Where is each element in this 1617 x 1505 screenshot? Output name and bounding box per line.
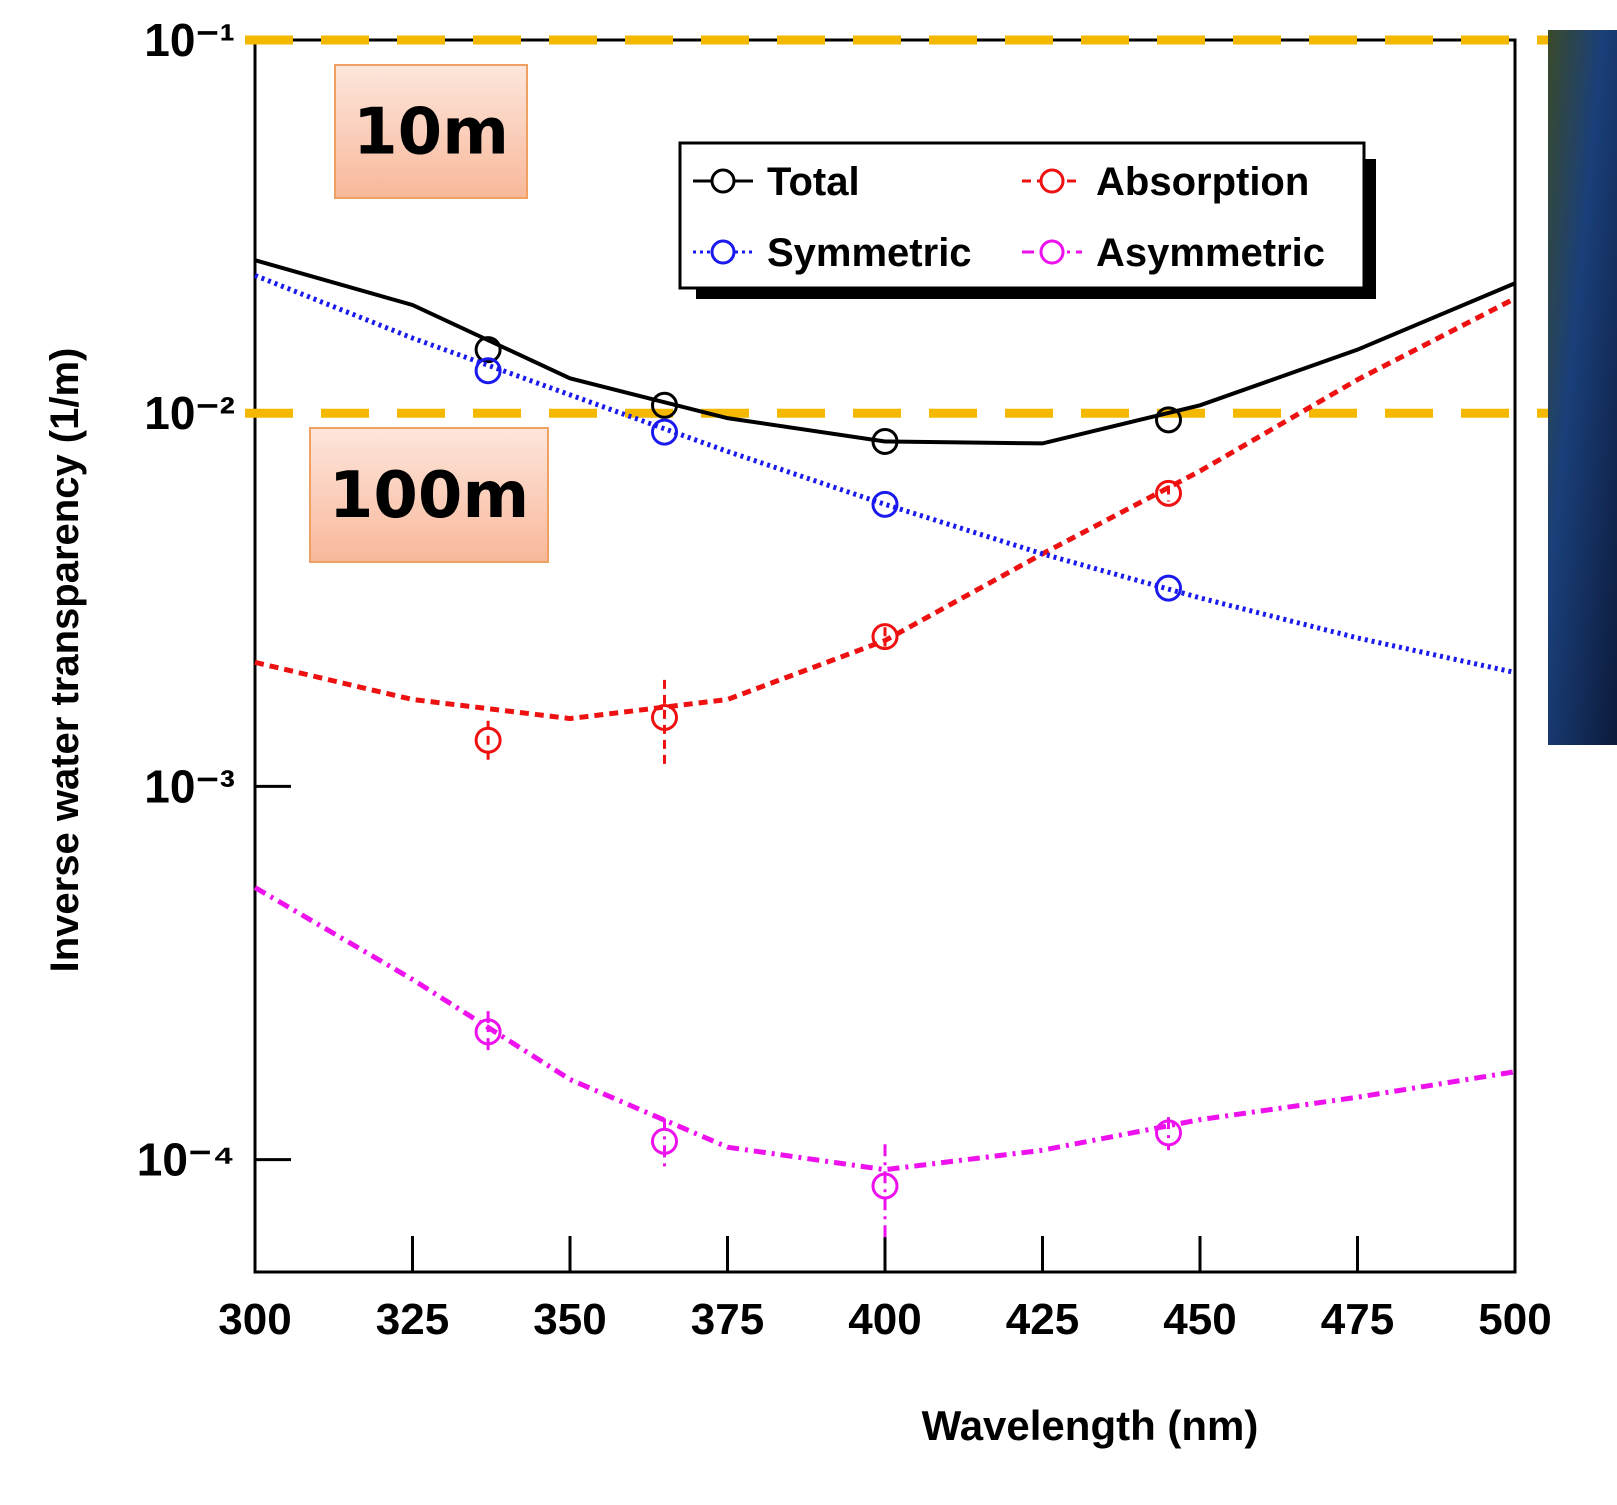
x-tick-label: 400	[848, 1295, 921, 1344]
fit-line	[255, 888, 1515, 1170]
legend-marker	[1041, 241, 1063, 263]
annotation: 10m	[353, 96, 509, 170]
y-tick-label: 10⁻⁴	[137, 1134, 235, 1186]
y-tick-label: 10⁻²	[144, 387, 235, 439]
y-tick-label: 10⁻¹	[144, 14, 235, 66]
x-tick-label: 325	[376, 1295, 449, 1344]
data-point	[873, 492, 897, 516]
legend-label: Total	[767, 160, 860, 204]
legend-label: Symmetric	[767, 231, 972, 275]
x-tick-label: 300	[218, 1295, 291, 1344]
legend-marker	[712, 170, 734, 192]
legend: Total Absorption Symmetric Asymmetric	[680, 143, 1376, 299]
x-tick-label: 500	[1478, 1295, 1551, 1344]
photo	[1548, 30, 1617, 745]
y-tick-label: 10⁻³	[144, 760, 235, 812]
x-tick-label: 425	[1006, 1295, 1079, 1344]
y-axis-title: Inverse water transparency (1/m)	[43, 348, 87, 973]
x-tick-label: 375	[691, 1295, 764, 1344]
x-axis-title: Wavelength (nm)	[922, 1402, 1259, 1449]
x-tick-label: 475	[1321, 1295, 1394, 1344]
page: Wavelength (nm) Inverse water transparen…	[0, 0, 1617, 1505]
legend-marker	[712, 241, 734, 263]
x-tick-label: 350	[533, 1295, 606, 1344]
legend-label: Absorption	[1096, 160, 1309, 204]
annotation: 100m	[329, 459, 529, 533]
legend-label: Asymmetric	[1096, 231, 1325, 275]
chart: Wavelength (nm) Inverse water transparen…	[0, 0, 1617, 1500]
data-point	[653, 420, 677, 444]
legend-marker	[1041, 170, 1063, 192]
x-tick-label: 450	[1163, 1295, 1236, 1344]
